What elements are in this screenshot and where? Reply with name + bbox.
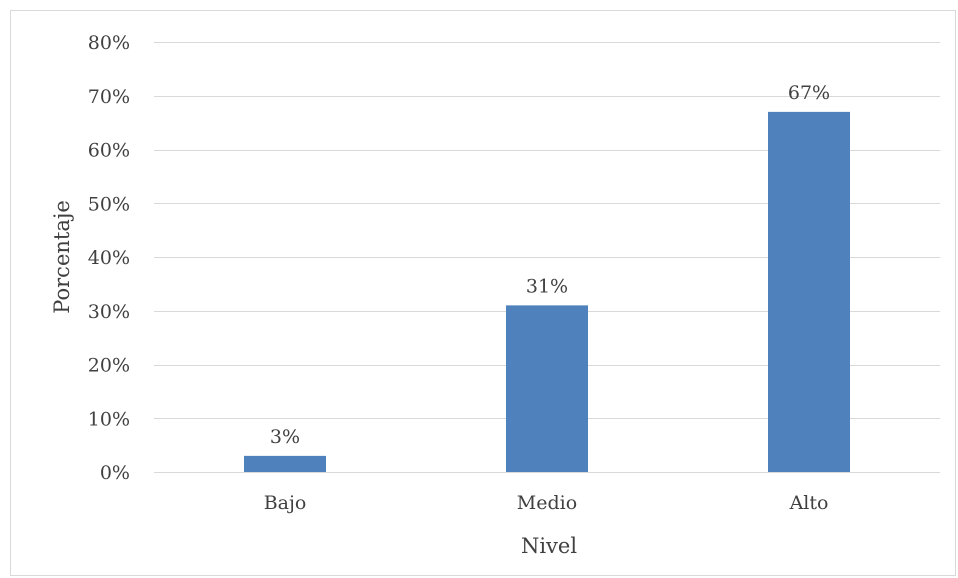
y-tick-label: 20% (88, 355, 130, 377)
y-tick-label: 80% (88, 32, 130, 54)
y-tick-label: 30% (88, 301, 130, 323)
bar-bajo (244, 455, 326, 472)
category-label: Medio (517, 492, 577, 514)
data-label: 3% (270, 426, 300, 448)
bar-medio (506, 305, 588, 472)
x-axis-title: Nivel (521, 534, 577, 558)
y-tick-label: 50% (88, 193, 130, 215)
data-labels: 3% 31% 67% (270, 82, 830, 448)
bars (244, 111, 850, 472)
y-tick-label: 60% (88, 140, 130, 162)
x-axis-categories: Bajo Medio Alto (264, 492, 829, 514)
y-tick-label: 10% (88, 408, 130, 430)
category-label: Alto (789, 492, 829, 514)
y-axis-title: Porcentaje (50, 200, 74, 314)
y-axis-ticks: 0% 10% 20% 30% 40% 50% 60% 70% 80% (88, 32, 130, 484)
y-tick-label: 70% (88, 86, 130, 108)
data-label: 31% (526, 275, 568, 297)
bar-alto (768, 111, 850, 472)
y-tick-label: 40% (88, 247, 130, 269)
data-label: 67% (788, 82, 830, 104)
category-label: Bajo (264, 492, 307, 514)
y-tick-label: 0% (100, 462, 130, 484)
